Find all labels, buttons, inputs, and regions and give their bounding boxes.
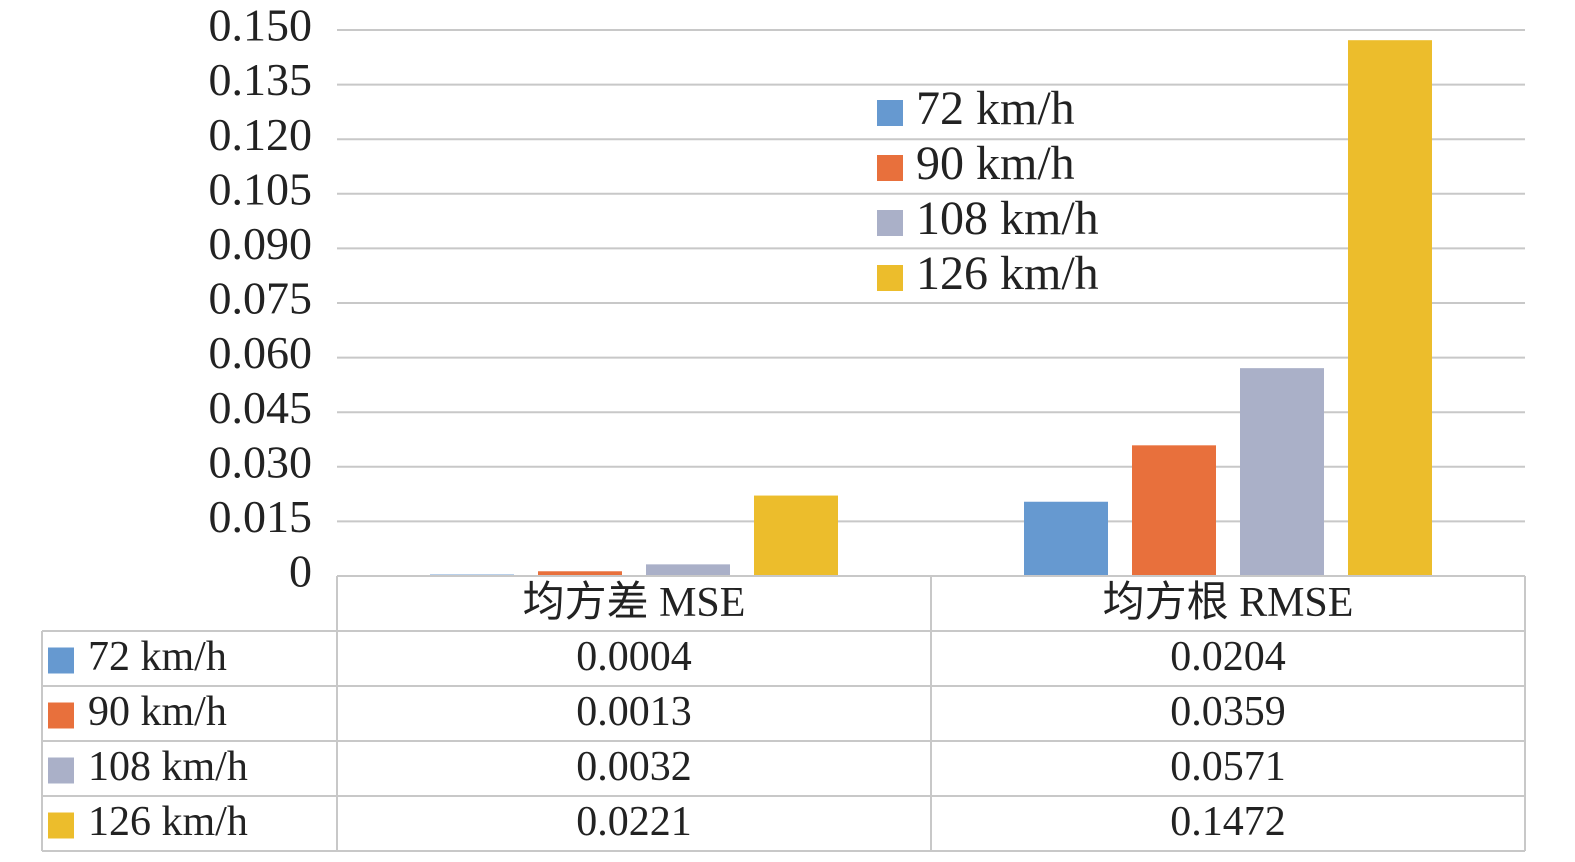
table-row-label: 108 km/h xyxy=(88,744,248,790)
legend-label: 90 km/h xyxy=(916,137,1075,190)
legend-key xyxy=(877,100,903,126)
table-value: 0.1472 xyxy=(1170,799,1286,845)
bar xyxy=(1348,40,1432,576)
y-tick-label: 0.150 xyxy=(209,0,313,51)
y-tick-label: 0.105 xyxy=(209,163,313,214)
bar xyxy=(754,495,838,576)
table-value: 0.0359 xyxy=(1170,689,1286,735)
table-value: 0.0032 xyxy=(576,744,692,790)
legend-label: 108 km/h xyxy=(916,192,1099,245)
table-value: 0.0004 xyxy=(576,634,692,680)
table-legend-key xyxy=(48,812,74,839)
legend-key xyxy=(877,155,903,181)
y-tick-label: 0 xyxy=(289,546,312,597)
bar xyxy=(646,564,730,576)
table-legend-key xyxy=(48,757,74,784)
table-value: 0.0013 xyxy=(576,689,692,735)
x-tick-label: 均方根 RMSE xyxy=(1103,580,1354,626)
legend-key xyxy=(877,210,903,236)
y-tick-label: 0.030 xyxy=(209,436,313,487)
table-legend-key xyxy=(48,702,74,729)
y-tick-label: 0.120 xyxy=(209,109,313,160)
y-tick-label: 0.090 xyxy=(209,218,313,269)
x-tick-label: 均方差 MSE xyxy=(523,580,746,626)
bar xyxy=(1024,501,1108,576)
legend-key xyxy=(877,265,903,291)
bar xyxy=(1132,445,1216,576)
y-tick-label: 0.060 xyxy=(209,327,313,378)
table-value: 0.0571 xyxy=(1170,744,1286,790)
table-value: 0.0221 xyxy=(576,799,692,845)
table-row-label: 72 km/h xyxy=(88,634,227,680)
table-legend-key xyxy=(48,647,74,674)
y-tick-label: 0.075 xyxy=(209,273,313,324)
table-row-label: 90 km/h xyxy=(88,689,227,735)
y-tick-label: 0.135 xyxy=(209,54,313,105)
table-row-label: 126 km/h xyxy=(88,799,248,845)
y-tick-label: 0.015 xyxy=(209,491,313,542)
bar xyxy=(1240,368,1324,576)
y-tick-label: 0.045 xyxy=(209,382,313,433)
table-value: 0.0204 xyxy=(1170,634,1286,680)
legend-label: 126 km/h xyxy=(916,247,1099,300)
legend-label: 72 km/h xyxy=(916,82,1075,135)
bar xyxy=(538,571,622,576)
